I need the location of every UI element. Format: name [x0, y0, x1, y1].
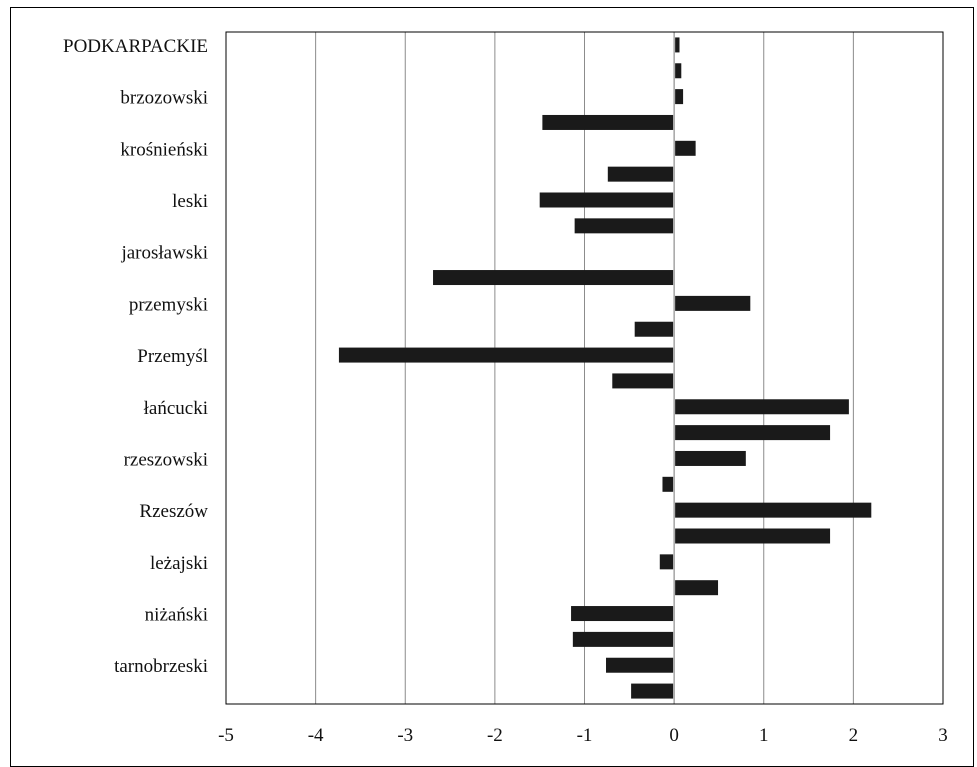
- bar: [675, 425, 831, 441]
- bar: [662, 476, 674, 492]
- category-label: Rzeszów: [139, 501, 208, 522]
- x-tick-label: -3: [397, 725, 413, 746]
- bar: [572, 631, 674, 647]
- x-tick-label: 0: [669, 725, 679, 746]
- category-label: leżajski: [150, 553, 208, 574]
- category-label: łańcucki: [144, 398, 208, 419]
- bar: [606, 657, 674, 673]
- chart-frame: PODKARPACKIE brzozowski krośnieński leski ja…: [10, 7, 974, 767]
- x-tick-labels: -5 -4 -3 -2 -1 0 1 2 3: [218, 725, 948, 746]
- plot-area-border: [225, 31, 944, 705]
- bar: [634, 321, 674, 337]
- bar: [574, 218, 674, 234]
- bar: [675, 37, 680, 53]
- gridlines: [315, 32, 854, 704]
- x-tick-label: 1: [759, 725, 769, 746]
- category-label: przemyski: [129, 294, 208, 315]
- bar: [571, 606, 674, 622]
- bar: [607, 166, 674, 182]
- category-label: tarnobrzeski: [114, 656, 208, 677]
- bar: [675, 450, 746, 466]
- bar: [433, 270, 674, 286]
- category-label: krośnieński: [120, 139, 208, 160]
- x-tick-label: -2: [487, 725, 503, 746]
- bar: [675, 89, 684, 105]
- x-tick-label: -1: [577, 725, 593, 746]
- category-label: brzozowski: [120, 88, 208, 109]
- bar: [675, 502, 872, 518]
- bar: [675, 63, 682, 79]
- bars: [338, 37, 872, 699]
- category-label: niżański: [145, 605, 208, 626]
- bar: [675, 580, 719, 596]
- bar: [675, 295, 751, 311]
- bar: [338, 347, 674, 363]
- category-label: Przemyśl: [137, 346, 208, 367]
- bar: [612, 373, 674, 389]
- bar: [542, 114, 674, 130]
- category-label: jarosławski: [120, 243, 208, 264]
- bar: [675, 140, 696, 156]
- category-labels: PODKARPACKIE brzozowski krośnieński leski ja…: [63, 36, 208, 677]
- bar: [675, 399, 849, 415]
- x-tick-label: -4: [308, 725, 324, 746]
- x-tick-label: 2: [849, 725, 859, 746]
- bar: [539, 192, 674, 208]
- bar: [631, 683, 674, 699]
- bar: [675, 528, 831, 544]
- x-tick-label: 3: [938, 725, 948, 746]
- category-label: rzeszowski: [124, 449, 208, 470]
- x-tick-label: -5: [218, 725, 234, 746]
- bar-chart: PODKARPACKIE brzozowski krośnieński leski ja…: [63, 31, 948, 746]
- category-label: leski: [172, 191, 208, 212]
- bar: [659, 554, 674, 570]
- category-label: PODKARPACKIE: [63, 36, 208, 57]
